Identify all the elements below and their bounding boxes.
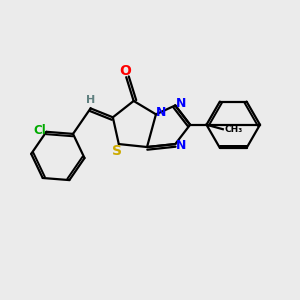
Text: N: N bbox=[156, 106, 166, 119]
Text: CH₃: CH₃ bbox=[224, 125, 243, 134]
Text: H: H bbox=[86, 95, 95, 105]
Text: S: S bbox=[112, 144, 122, 158]
Text: N: N bbox=[176, 98, 186, 110]
Text: O: O bbox=[120, 64, 132, 78]
Text: N: N bbox=[176, 139, 186, 152]
Text: Cl: Cl bbox=[33, 124, 46, 137]
